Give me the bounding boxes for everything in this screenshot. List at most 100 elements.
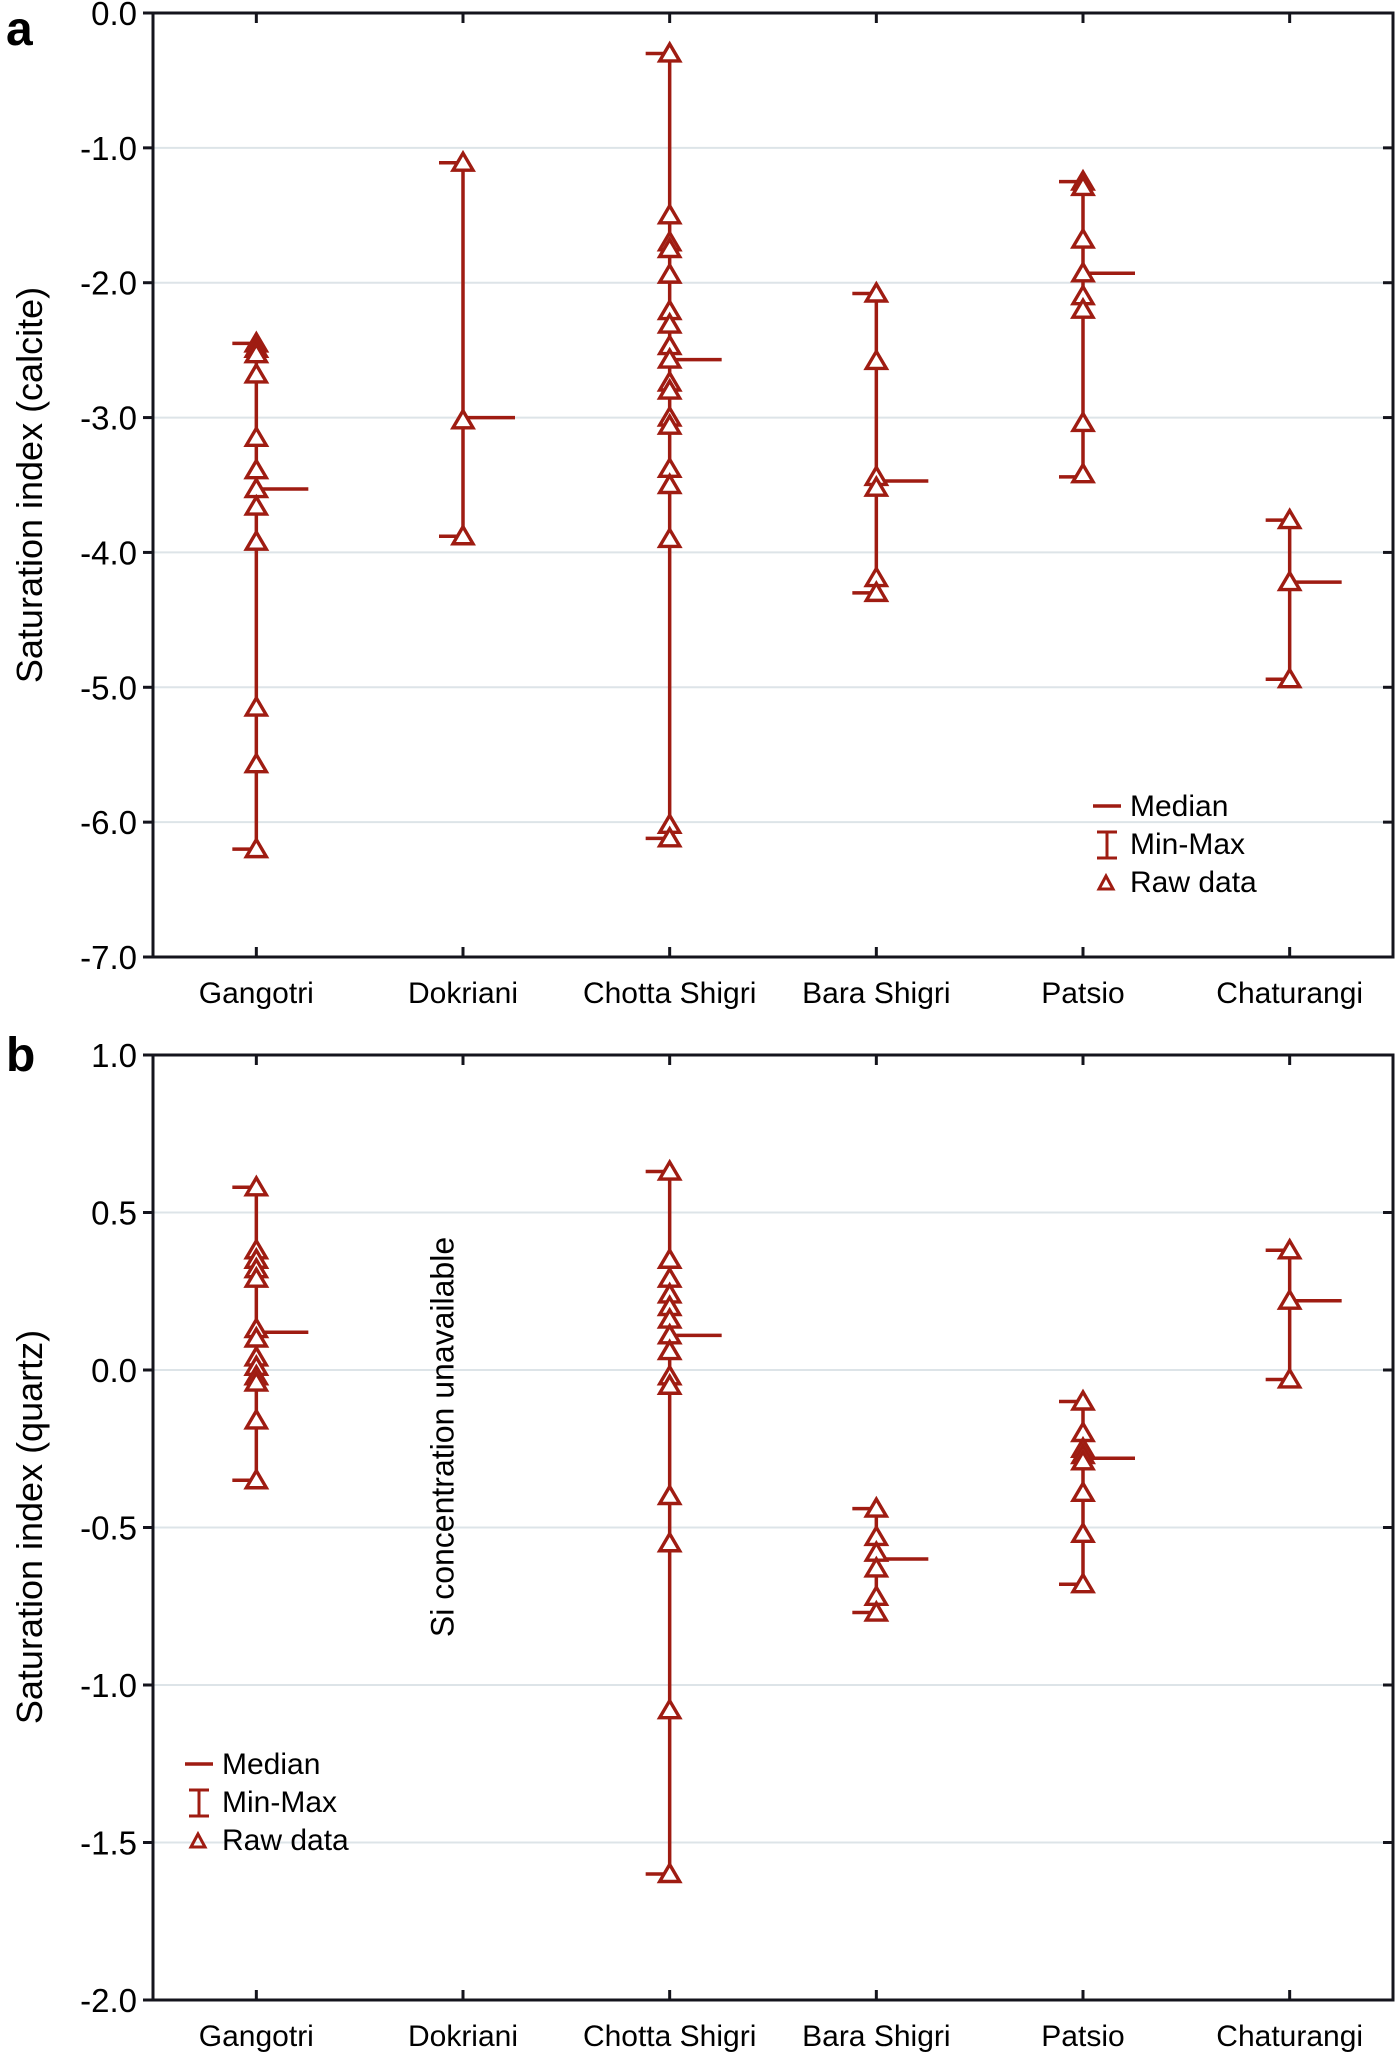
median-line-icon xyxy=(182,1746,216,1784)
raw-data-marker xyxy=(243,361,270,384)
raw-data-marker xyxy=(656,202,683,225)
legend-label-minmax: Min-Max xyxy=(1130,828,1246,861)
y-tick-label: -4.0 xyxy=(80,534,137,571)
raw-data-marker xyxy=(656,346,683,369)
x-category-label: Bara Shigri xyxy=(802,977,950,1010)
x-category-label: Chotta Shigri xyxy=(583,977,756,1010)
y-tick-label: 0.5 xyxy=(91,1195,137,1232)
legend-entry-median: Median xyxy=(1090,788,1257,826)
legend-entry-rawdata: Raw data xyxy=(182,1822,349,1860)
raw-data-triangle-icon xyxy=(1090,864,1124,902)
raw-data-marker xyxy=(656,1246,683,1269)
x-category-label: Chaturangi xyxy=(1216,2020,1363,2053)
legend-label-median: Median xyxy=(222,1748,321,1781)
y-tick-label: 1.0 xyxy=(91,1037,137,1074)
raw-data-marker xyxy=(656,1697,683,1720)
raw-data-marker xyxy=(450,149,476,172)
raw-data-marker xyxy=(243,528,270,551)
raw-data-marker xyxy=(863,580,890,603)
y-tick-label: -6.0 xyxy=(80,804,137,841)
legend-label-minmax: Min-Max xyxy=(222,1786,338,1819)
x-category-label: Dokriani xyxy=(408,977,518,1010)
raw-data-marker xyxy=(1070,1571,1096,1594)
y-tick-label: -5.0 xyxy=(80,669,137,706)
raw-data-marker xyxy=(656,1372,683,1395)
raw-data-marker xyxy=(1276,666,1303,689)
raw-data-marker xyxy=(656,40,683,63)
plot-border xyxy=(151,11,1395,959)
raw-data-marker xyxy=(1070,1520,1096,1544)
raw-data-marker xyxy=(656,1861,683,1884)
legend-panel-a: Median Min-Max Raw data xyxy=(1090,788,1257,902)
raw-data-marker xyxy=(1070,461,1096,484)
y-tick-label: -1.0 xyxy=(80,1667,137,1704)
legend-entry-rawdata: Raw data xyxy=(1090,864,1257,902)
legend-label-rawdata: Raw data xyxy=(222,1824,349,1857)
raw-data-marker xyxy=(863,474,890,497)
median-line-icon xyxy=(1090,788,1124,826)
raw-data-marker xyxy=(1070,1448,1096,1471)
y-tick-label: -1.5 xyxy=(80,1825,137,1862)
raw-data-marker xyxy=(243,836,270,859)
raw-data-marker xyxy=(450,407,476,430)
minmax-whisker-icon xyxy=(182,1784,216,1822)
y-tick-label: -0.5 xyxy=(80,1510,137,1547)
x-category-label: Patsio xyxy=(1041,977,1124,1010)
x-category-label: Dokriani xyxy=(408,2020,518,2053)
raw-data-marker xyxy=(1276,1366,1303,1389)
raw-data-marker xyxy=(656,311,683,334)
raw-data-marker xyxy=(243,493,270,516)
raw-data-marker xyxy=(1276,1237,1303,1260)
raw-data-marker xyxy=(656,236,683,259)
raw-data-marker xyxy=(243,1369,270,1392)
legend-panel-b: Median Min-Max Raw data xyxy=(182,1746,349,1860)
panel-a-label: a xyxy=(6,3,33,56)
raw-data-marker xyxy=(243,751,270,774)
raw-data-marker xyxy=(1276,507,1303,530)
legend-label-median: Median xyxy=(1130,790,1229,823)
raw-data-marker xyxy=(863,1555,890,1578)
raw-data-marker xyxy=(450,523,476,546)
x-category-label: Chaturangi xyxy=(1216,977,1363,1010)
y-tick-label: -2.0 xyxy=(80,1982,137,2019)
raw-data-marker xyxy=(1070,226,1096,249)
raw-data-marker xyxy=(656,1158,683,1181)
legend-entry-minmax: Min-Max xyxy=(1090,826,1257,864)
y-axis-title-quartz: Saturation index (quartz) xyxy=(9,1329,50,1725)
raw-data-marker xyxy=(1276,569,1303,592)
panel-b-label: b xyxy=(6,1029,36,1082)
raw-data-marker xyxy=(656,261,683,284)
raw-data-marker xyxy=(243,1265,270,1288)
legend-entry-median: Median xyxy=(182,1746,349,1784)
raw-data-marker xyxy=(863,348,890,371)
raw-data-marker xyxy=(243,424,270,447)
x-category-label: Patsio xyxy=(1041,2020,1124,2053)
raw-data-marker xyxy=(656,825,683,848)
raw-data-marker xyxy=(1070,296,1096,319)
y-tick-label: -1.0 xyxy=(80,130,137,167)
raw-data-marker xyxy=(863,280,890,303)
raw-data-marker xyxy=(1070,1388,1096,1411)
raw-data-marker xyxy=(656,1338,683,1361)
raw-data-marker xyxy=(863,1599,890,1622)
raw-data-marker xyxy=(863,1495,890,1518)
minmax-whisker-icon xyxy=(1090,826,1124,864)
raw-data-marker xyxy=(243,1407,270,1430)
raw-data-marker xyxy=(243,1174,270,1197)
raw-data-marker xyxy=(1276,1287,1303,1310)
x-category-label: Gangotri xyxy=(199,977,314,1010)
raw-data-marker xyxy=(656,526,683,549)
raw-data-marker xyxy=(1070,260,1096,283)
plot-border xyxy=(151,1053,1395,2002)
x-category-label: Bara Shigri xyxy=(802,2020,950,2053)
raw-data-triangle-icon xyxy=(182,1822,216,1860)
y-tick-label: -2.0 xyxy=(80,265,137,302)
y-tick-label: -3.0 xyxy=(80,400,137,437)
x-category-label: Gangotri xyxy=(199,2020,314,2053)
raw-data-marker xyxy=(1070,174,1096,197)
raw-data-marker xyxy=(656,1530,683,1553)
y-tick-label: 0.0 xyxy=(91,1352,137,1389)
legend-label-rawdata: Raw data xyxy=(1130,866,1257,899)
